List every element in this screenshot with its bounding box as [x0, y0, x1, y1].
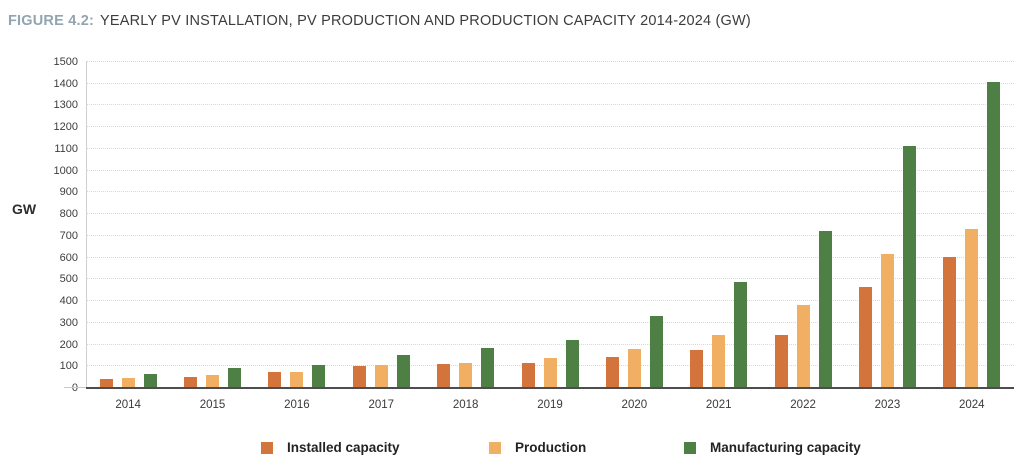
y-axis-labels: 0 100 200 300 400 500 600 700 800 900 1000 1100 1200… [0, 56, 78, 394]
bar-2020-installed-capacity [605, 356, 619, 388]
bar-2020-manufacturing-capacity [649, 316, 663, 388]
gridline-900 [86, 191, 1014, 193]
gridline-800 [86, 213, 1014, 215]
legend: Installed capacity Production Manufacturin… [0, 440, 1024, 466]
figure-title-text: YEARLY PV INSTALLATION, PV PRODUCTION AN… [100, 13, 751, 29]
bar-2021-production [712, 334, 726, 388]
y-tick-label-700: 700 [59, 229, 78, 242]
bar-2016-manufacturing-capacity [312, 364, 326, 388]
bar-2024-production [965, 229, 979, 388]
gridline-300 [86, 321, 1014, 323]
gridline-1000 [86, 169, 1014, 171]
x-tick-label-2022: 2022 [790, 399, 816, 411]
y-axis-unit-label: GW [12, 201, 37, 217]
y-tick-label-800: 800 [59, 208, 78, 221]
gridline-1300 [86, 104, 1014, 106]
y-tick-label-1200: 1200 [53, 121, 78, 134]
bar-2023-installed-capacity [858, 286, 872, 388]
x-tick-label-2024: 2024 [959, 399, 985, 411]
bar-2019-production [543, 357, 557, 388]
figure-title: FIGURE 4.2: YEARLY PV INSTALLATION, PV PR… [8, 13, 751, 29]
y-tick-label-300: 300 [59, 316, 78, 329]
bar-2021-manufacturing-capacity [734, 282, 748, 388]
bar-2017-installed-capacity [352, 365, 366, 388]
y-tick-label-1000: 1000 [53, 164, 78, 177]
x-axis-baseline [86, 386, 1014, 389]
legend-item-manufacturing-capacity: Manufacturing capacity [684, 440, 861, 455]
y-tick-label-500: 500 [59, 273, 78, 286]
bar-2024-installed-capacity [943, 256, 957, 388]
y-tick-label-0: 0 [71, 382, 78, 394]
gridline-1100 [86, 147, 1014, 149]
gridline-200 [86, 343, 1014, 345]
plot-area [86, 61, 1014, 388]
x-tick-label-2014: 2014 [115, 399, 141, 411]
figure-number-label: FIGURE 4.2: [8, 13, 94, 29]
legend-item-installed-capacity: Installed capacity [261, 440, 400, 455]
legend-swatch-manufacturing-capacity [684, 441, 696, 454]
x-tick-label-2021: 2021 [705, 399, 732, 411]
legend-label-production: Production [515, 440, 587, 455]
gridline-600 [86, 256, 1014, 258]
y-tick-label-1400: 1400 [53, 77, 78, 90]
gridline-1400 [86, 82, 1014, 84]
y-tick-label-600: 600 [59, 251, 78, 264]
gridline-700 [86, 234, 1014, 236]
bar-2024-manufacturing-capacity [987, 81, 1001, 388]
y-tick-label-1100: 1100 [54, 142, 78, 155]
bar-2017-production [374, 365, 388, 388]
bar-2018-production [459, 362, 473, 388]
legend-label-installed-capacity: Installed capacity [287, 440, 400, 455]
bar-2014-manufacturing-capacity [143, 374, 157, 388]
bar-2020-production [627, 349, 641, 388]
bar-2015-manufacturing-capacity [228, 367, 242, 388]
bar-2023-production [880, 253, 894, 388]
x-tick-label-2023: 2023 [874, 399, 901, 411]
bar-2022-production [796, 304, 810, 388]
bar-2018-installed-capacity [437, 364, 451, 388]
x-tick-label-2019: 2019 [537, 399, 563, 411]
y-tick-label-400: 400 [59, 295, 78, 308]
bar-2017-manufacturing-capacity [396, 354, 410, 388]
bar-2021-installed-capacity [690, 350, 704, 388]
bar-2019-manufacturing-capacity [565, 339, 579, 388]
gridline-1500 [86, 61, 1014, 62]
bar-2022-manufacturing-capacity [818, 231, 832, 388]
legend-swatch-installed-capacity [261, 441, 273, 454]
x-tick-label-2018: 2018 [452, 399, 479, 411]
x-tick-label-2015: 2015 [199, 399, 226, 411]
y-tick-label-900: 900 [59, 186, 78, 199]
x-tick-label-2017: 2017 [368, 399, 395, 411]
legend-swatch-production [489, 441, 501, 454]
bar-2019-installed-capacity [521, 363, 535, 388]
bar-2016-production [290, 371, 304, 388]
legend-label-manufacturing-capacity: Manufacturing capacity [710, 440, 861, 455]
gridline-400 [86, 300, 1014, 302]
x-tick-label-2020: 2020 [621, 399, 648, 411]
bar-2022-installed-capacity [774, 334, 788, 388]
bar-2023-manufacturing-capacity [902, 146, 916, 388]
y-tick-label-1500: 1500 [53, 56, 78, 68]
bar-2015-production [206, 374, 220, 388]
x-axis-labels: 2014 2015 2016 2017 2018 2019 2020 2021 2022 2023… [86, 399, 1014, 415]
y-tick-label-200: 200 [59, 338, 78, 351]
gridline-1200 [86, 126, 1014, 128]
bar-2014-production [121, 378, 135, 388]
y-tick-label-100: 100 [59, 360, 78, 373]
bar-2018-manufacturing-capacity [481, 348, 495, 388]
bar-2014-installed-capacity [99, 379, 113, 388]
y-axis-line [86, 62, 87, 388]
legend-item-production: Production [489, 440, 586, 455]
gridline-500 [86, 278, 1014, 280]
x-tick-label-2016: 2016 [284, 399, 310, 411]
y-tick-label-1300: 1300 [53, 99, 78, 112]
bar-2015-installed-capacity [184, 377, 198, 388]
zero-tick [64, 387, 86, 388]
bar-2016-installed-capacity [268, 371, 282, 388]
